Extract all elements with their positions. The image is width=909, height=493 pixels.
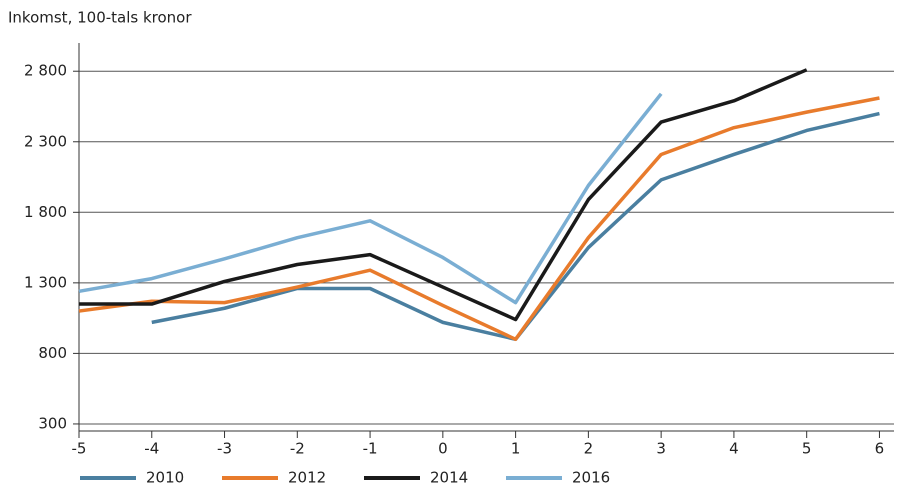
x-tick-label: -2: [290, 440, 305, 458]
y-tick-label: 2 300: [24, 132, 67, 150]
legend-label: 2010: [146, 469, 184, 487]
x-tick-label: -1: [363, 440, 378, 458]
series-line: [78, 96, 880, 342]
y-tick-label: 300: [38, 414, 67, 432]
legend-label: 2014: [430, 469, 468, 487]
x-tick-label: -4: [144, 440, 159, 458]
y-axis-label: Inkomst, 100-tals kronor: [8, 9, 192, 27]
y-tick-label: 800: [38, 344, 67, 362]
legend-label: 2012: [288, 469, 326, 487]
series-line: [78, 92, 663, 305]
y-tick-label: 2 800: [24, 62, 67, 80]
legend-label: 2016: [572, 469, 610, 487]
series-line: [79, 68, 808, 322]
x-tick-label: 1: [511, 440, 521, 458]
x-tick-label: 0: [438, 440, 448, 458]
x-tick-label: -3: [217, 440, 232, 458]
x-tick-label: 4: [729, 440, 739, 458]
series-line: [151, 111, 880, 342]
x-tick-label: 3: [656, 440, 666, 458]
y-tick-label: 1 800: [24, 203, 67, 221]
x-tick-label: 5: [802, 440, 812, 458]
x-tick-label: 6: [875, 440, 885, 458]
x-tick-label: 2: [584, 440, 594, 458]
y-tick-label: 1 300: [24, 273, 67, 291]
x-tick-label: -5: [72, 440, 87, 458]
